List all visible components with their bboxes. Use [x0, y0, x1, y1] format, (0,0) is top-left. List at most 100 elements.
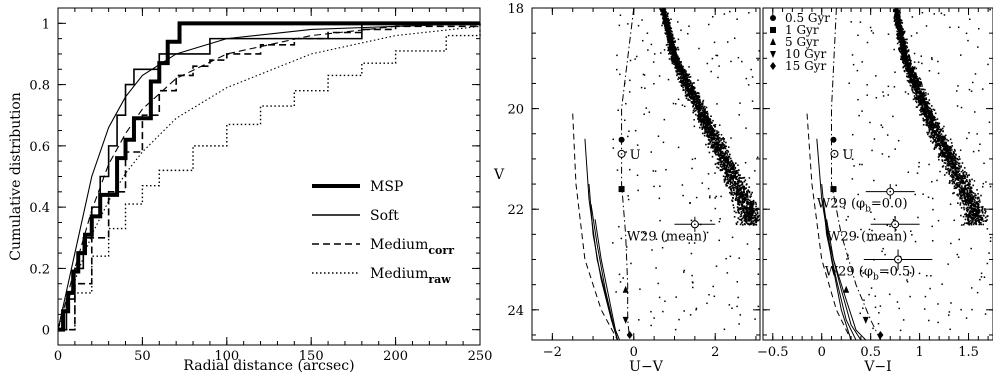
star: [742, 207, 745, 210]
star: [687, 92, 690, 95]
star: [675, 62, 678, 64]
field-star: [617, 109, 619, 112]
star: [719, 165, 722, 167]
star: [750, 195, 752, 198]
star: [734, 184, 736, 187]
star: [940, 152, 942, 154]
star: [715, 153, 717, 156]
star: [982, 214, 985, 217]
star: [744, 215, 746, 218]
star: [969, 189, 971, 192]
star: [959, 204, 962, 206]
star: [908, 76, 911, 79]
legend-label: Mediumraw: [370, 266, 451, 286]
star: [955, 169, 957, 171]
star: [907, 60, 910, 62]
field-star: [693, 91, 696, 93]
star: [740, 195, 742, 198]
star: [729, 180, 731, 182]
star: [955, 175, 957, 178]
star: [744, 193, 746, 195]
star: [732, 187, 735, 190]
star: [692, 105, 695, 107]
star: [928, 126, 930, 129]
star: [692, 98, 695, 100]
star: [946, 164, 948, 166]
star: [702, 106, 705, 109]
star: [712, 144, 715, 146]
star: [740, 212, 743, 215]
field-star: [706, 62, 709, 65]
star: [755, 223, 758, 226]
star: [927, 115, 930, 117]
star: [934, 146, 936, 149]
star: [740, 188, 742, 191]
star: [955, 170, 957, 173]
field-star: [701, 182, 704, 184]
star: [699, 112, 702, 115]
star: [742, 187, 745, 190]
field-star: [625, 102, 627, 105]
star: [955, 153, 957, 156]
star: [721, 160, 724, 163]
star: [968, 214, 971, 217]
star: [975, 217, 978, 220]
star: [674, 40, 676, 42]
star: [957, 185, 959, 188]
star: [704, 127, 707, 130]
star: [743, 209, 745, 212]
star: [712, 119, 714, 122]
field-star: [731, 236, 734, 239]
star: [969, 191, 972, 194]
star: [950, 163, 952, 165]
star: [712, 133, 714, 136]
star: [728, 174, 730, 176]
star: [734, 167, 737, 169]
star: [680, 74, 683, 77]
star: [724, 150, 727, 153]
field-star: [629, 59, 632, 62]
star: [681, 69, 684, 71]
star: [968, 182, 970, 184]
star: [677, 67, 679, 70]
star: [723, 167, 726, 169]
star: [695, 100, 697, 103]
star: [959, 193, 961, 195]
star: [913, 66, 916, 69]
star: [745, 202, 748, 205]
star: [669, 26, 672, 29]
star: [720, 150, 722, 153]
star: [751, 210, 754, 212]
star: [733, 172, 736, 175]
star: [707, 143, 710, 145]
series-soft: [58, 22, 480, 331]
field-star: [630, 262, 632, 265]
star: [949, 161, 952, 163]
star: [666, 28, 669, 31]
star: [716, 132, 719, 135]
star: [740, 191, 743, 193]
star: [958, 167, 961, 170]
star: [738, 188, 740, 190]
star: [902, 61, 905, 63]
star: [731, 176, 734, 178]
star: [756, 211, 759, 214]
star: [668, 29, 671, 32]
star: [691, 102, 694, 104]
star: [898, 48, 900, 51]
star: [915, 106, 918, 108]
star: [930, 136, 932, 138]
star: [718, 148, 720, 151]
star: [728, 169, 731, 172]
star: [964, 213, 966, 216]
star: [722, 163, 724, 166]
star: [959, 180, 961, 183]
star: [964, 182, 967, 184]
field-star: [650, 151, 652, 153]
star: [721, 150, 724, 153]
star: [903, 31, 906, 34]
star: [955, 186, 958, 189]
star: [676, 59, 678, 62]
star: [754, 212, 757, 214]
star: [756, 209, 758, 212]
